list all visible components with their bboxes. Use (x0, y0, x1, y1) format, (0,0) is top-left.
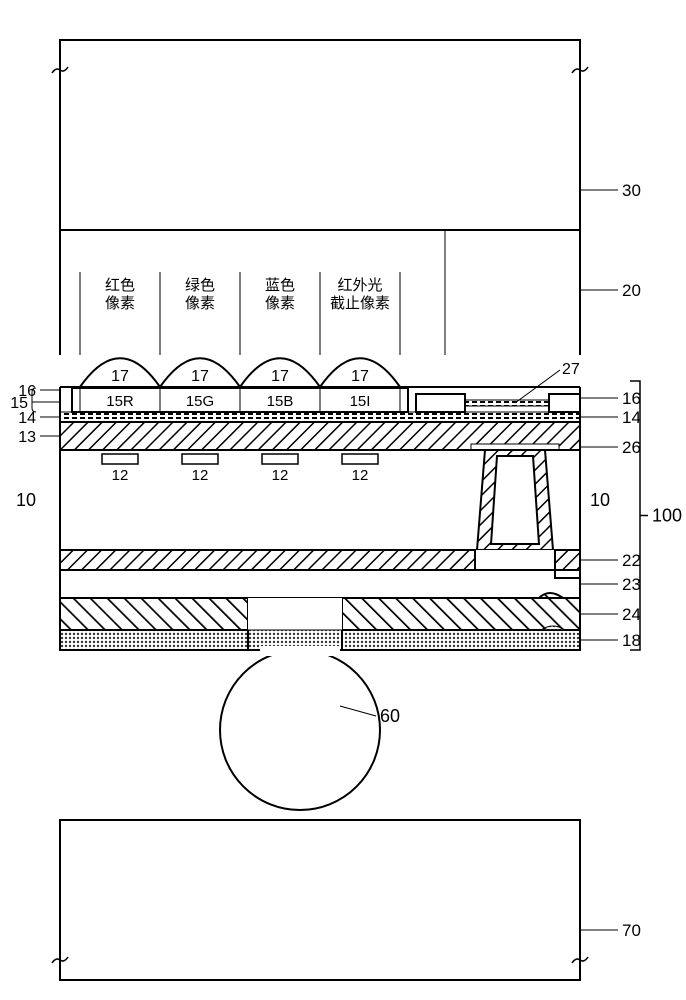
svg-text:像素: 像素 (105, 295, 135, 312)
svg-text:100: 100 (652, 506, 682, 526)
svg-text:13: 13 (18, 429, 36, 446)
svg-text:10: 10 (590, 490, 610, 510)
svg-text:12: 12 (352, 467, 369, 484)
svg-text:红色: 红色 (105, 277, 135, 294)
svg-text:17: 17 (271, 368, 289, 385)
svg-text:17: 17 (191, 368, 209, 385)
svg-text:17: 17 (351, 368, 369, 385)
svg-text:12: 12 (272, 467, 289, 484)
svg-text:18: 18 (622, 631, 641, 650)
svg-text:红外光: 红外光 (337, 277, 382, 294)
svg-text:15I: 15I (350, 393, 371, 410)
svg-text:15G: 15G (186, 393, 214, 410)
svg-text:像素: 像素 (265, 295, 295, 312)
svg-text:24: 24 (622, 605, 641, 624)
svg-text:14: 14 (18, 410, 36, 427)
svg-text:12: 12 (192, 467, 209, 484)
svg-text:14: 14 (622, 408, 641, 427)
svg-text:70: 70 (622, 921, 641, 940)
svg-text:15R: 15R (106, 393, 134, 410)
svg-text:60: 60 (380, 706, 400, 726)
svg-text:16: 16 (622, 389, 641, 408)
svg-text:23: 23 (622, 575, 641, 594)
svg-text:15B: 15B (267, 393, 294, 410)
svg-text:17: 17 (111, 368, 129, 385)
svg-text:26: 26 (622, 438, 641, 457)
svg-text:绿色: 绿色 (185, 277, 215, 294)
svg-text:22: 22 (622, 551, 641, 570)
svg-text:蓝色: 蓝色 (265, 277, 295, 294)
svg-text:27: 27 (562, 361, 580, 378)
svg-text:30: 30 (622, 181, 641, 200)
svg-text:截止像素: 截止像素 (330, 295, 390, 312)
svg-text:20: 20 (622, 281, 641, 300)
svg-text:10: 10 (16, 490, 36, 510)
svg-text:12: 12 (112, 467, 129, 484)
svg-text:像素: 像素 (185, 295, 215, 312)
